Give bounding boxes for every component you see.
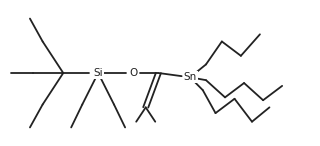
Text: Si: Si [93, 68, 103, 78]
Text: O: O [129, 68, 137, 78]
Text: Sn: Sn [183, 72, 197, 82]
